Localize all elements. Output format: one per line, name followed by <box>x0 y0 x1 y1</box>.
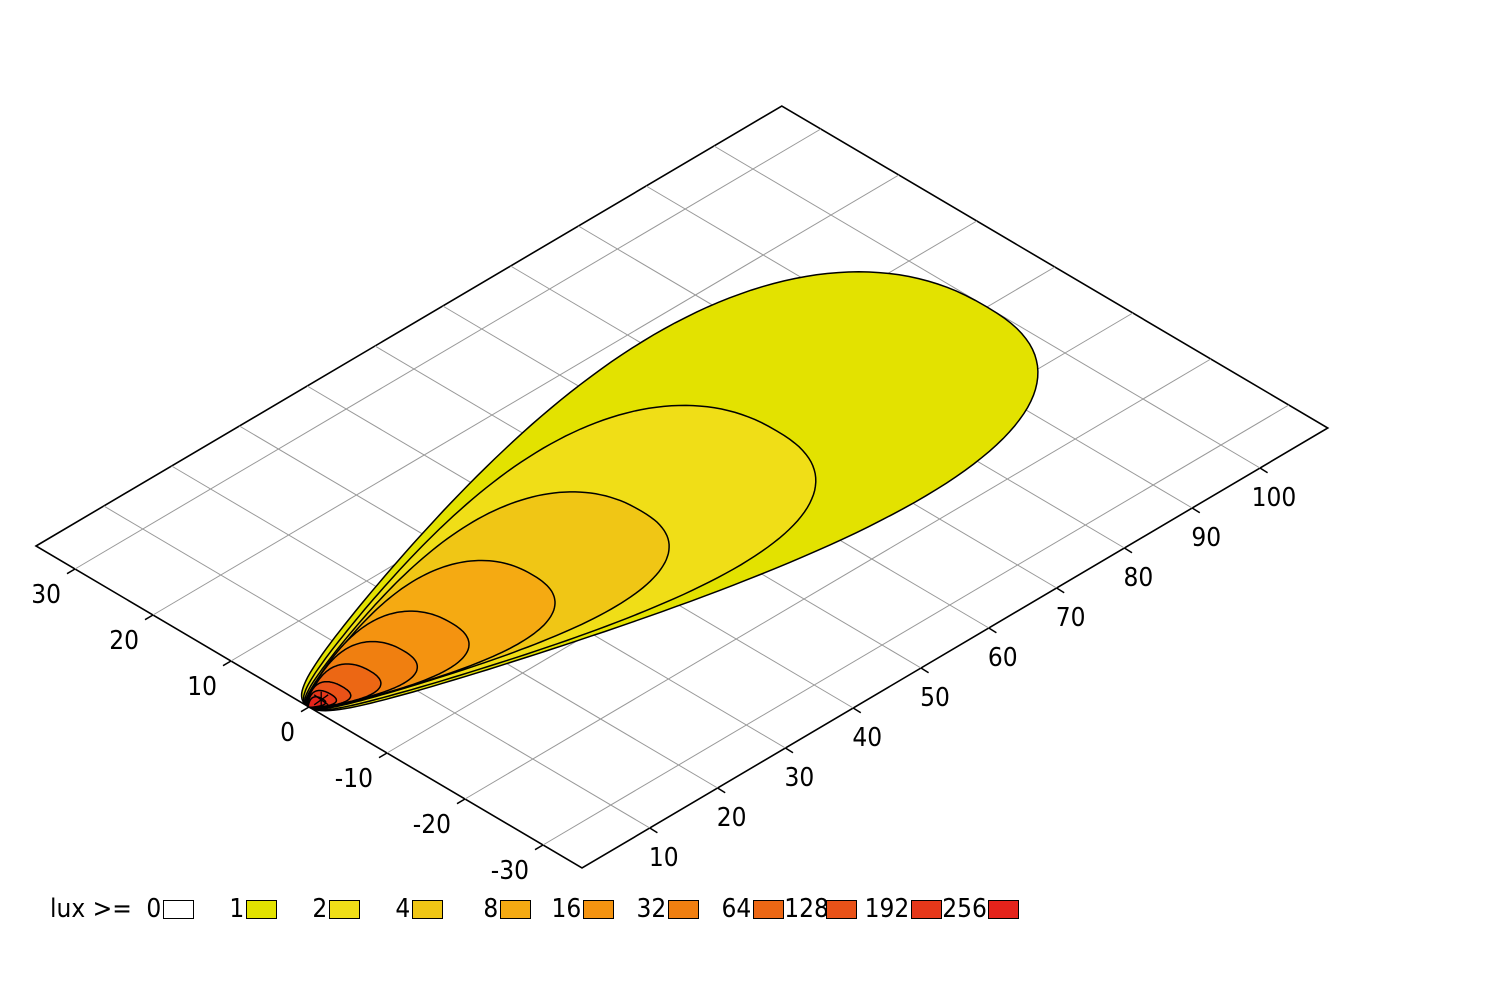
y-tick-label: 90 <box>1191 523 1221 553</box>
x-tick-label: 10 <box>187 672 217 702</box>
y-tick-mark <box>1123 547 1133 554</box>
y-tick-mark <box>717 787 726 794</box>
legend-item-8: 8 <box>443 892 532 926</box>
luminaire-marker <box>313 691 329 708</box>
legend-swatch <box>583 899 615 919</box>
y-tick-mark <box>1259 467 1269 474</box>
x-tick-mark <box>222 660 232 667</box>
legend-label: 64 <box>721 894 752 924</box>
legend-label: 8 <box>483 894 499 924</box>
legend-swatch <box>668 899 700 919</box>
legend-prefix: lux >= <box>50 894 140 924</box>
y-tick-mark <box>1056 587 1065 594</box>
legend-swatch <box>753 899 785 919</box>
legend-label: 1 <box>229 894 245 924</box>
legend-item-192: 192 <box>857 892 943 926</box>
x-tick-mark <box>66 568 76 575</box>
legend-item-0: 0 <box>139 892 195 926</box>
x-tick-label: 20 <box>109 626 139 656</box>
y-tick-mark <box>852 707 862 714</box>
y-tick-label: 10 <box>649 843 679 873</box>
legend-label: 192 <box>864 894 910 924</box>
y-tick-label: 60 <box>988 643 1018 673</box>
x-tick-label: -10 <box>335 764 373 794</box>
legend-swatch <box>500 899 532 919</box>
legend-swatch <box>988 899 1020 919</box>
y-tick-label: 80 <box>1124 563 1154 593</box>
grid-line-x <box>74 128 822 570</box>
legend-label: 256 <box>942 894 987 924</box>
x-tick-mark <box>300 706 310 713</box>
legend-item-64: 64 <box>699 892 785 926</box>
legend: lux >= 0 1 2 4 8 16 32 64 128 192 256 <box>50 892 1020 926</box>
legend-label: 32 <box>636 894 667 924</box>
y-tick-mark <box>784 747 794 754</box>
legend-swatch <box>329 899 361 919</box>
x-axis-ticks: -30 -20 -10 0 10 20 30 <box>31 568 544 886</box>
y-tick-mark <box>649 827 658 834</box>
legend-item-256: 256 <box>942 892 1020 926</box>
y-tick-mark <box>988 627 997 634</box>
legend-swatch <box>911 899 943 919</box>
legend-item-16: 16 <box>531 892 615 926</box>
legend-swatch <box>163 899 195 919</box>
isolux-contours <box>300 271 1039 712</box>
legend-swatch <box>412 899 444 919</box>
y-tick-label: 100 <box>1252 483 1297 513</box>
legend-item-128: 128 <box>784 892 858 926</box>
x-tick-mark <box>534 844 544 851</box>
y-axis-ticks: 10 20 30 40 50 60 70 80 90 100 <box>649 467 1297 873</box>
x-tick-mark <box>378 752 388 759</box>
legend-label: 4 <box>395 894 411 924</box>
legend-swatch <box>826 899 858 919</box>
x-tick-mark <box>456 798 466 805</box>
grid-line-x <box>542 404 1290 846</box>
x-tick-label: -20 <box>413 810 451 840</box>
x-tick-mark <box>144 614 154 621</box>
y-tick-label: 30 <box>785 763 815 793</box>
x-tick-label: 0 <box>280 718 295 748</box>
y-tick-label: 40 <box>852 723 882 753</box>
legend-swatch <box>246 899 278 919</box>
y-tick-label: 20 <box>717 803 747 833</box>
y-tick-mark <box>920 667 930 674</box>
x-tick-label: -30 <box>491 856 529 886</box>
legend-label: 0 <box>146 894 162 924</box>
legend-item-1: 1 <box>194 892 278 926</box>
y-tick-label: 50 <box>920 683 950 713</box>
grid-line-x <box>464 358 1212 800</box>
y-tick-label: 70 <box>1056 603 1086 633</box>
grid-line-x <box>152 174 900 616</box>
legend-item-4: 4 <box>360 892 444 926</box>
legend-item-32: 32 <box>614 892 700 926</box>
legend-label: 2 <box>312 894 328 924</box>
x-tick-label: 30 <box>31 580 61 610</box>
legend-item-2: 2 <box>277 892 361 926</box>
y-tick-mark <box>1191 507 1201 514</box>
legend-label: 16 <box>551 894 582 924</box>
legend-label: 128 <box>784 894 829 924</box>
